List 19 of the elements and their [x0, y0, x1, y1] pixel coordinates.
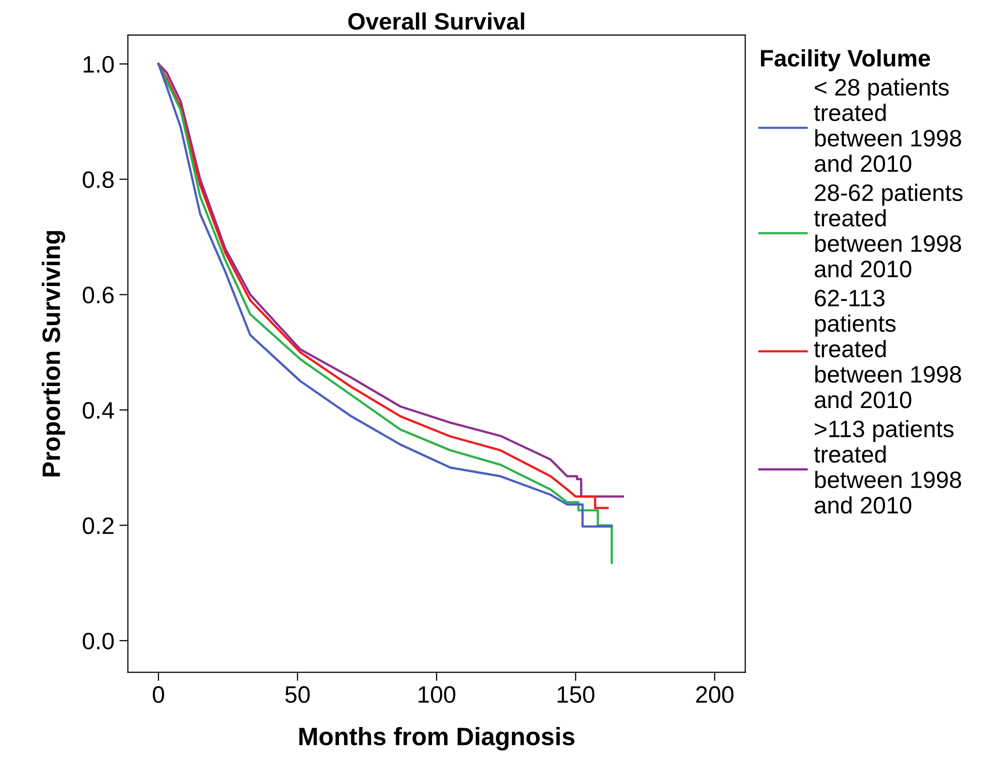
y-tick-label: 0.2 — [82, 517, 114, 534]
y-axis-title: Proportion Surviving — [42, 231, 66, 476]
x-tick-label: 0 — [152, 686, 164, 703]
y-tick-label: 0.8 — [82, 171, 114, 188]
y-tick-label: 0.6 — [82, 286, 114, 304]
x-tick-label: 200 — [696, 686, 734, 703]
x-tick-label: 150 — [558, 686, 594, 703]
legend-title: Facility Volume — [761, 49, 930, 72]
x-tick-label: 50 — [285, 686, 310, 703]
y-tick-label: 0.4 — [82, 402, 114, 419]
x-tick-label: 100 — [418, 686, 456, 703]
legend-label: 28-62 patients treated between 1998 and 2010 — [814, 184, 963, 278]
y-tick-label: 1.0 — [84, 56, 114, 73]
y-tick-label: 0.0 — [82, 632, 114, 650]
legend-label: < 28 patients treated between 1998 and 2010 — [814, 78, 962, 172]
legend-label: 62-113 patients treated between 1998 and 2010 — [814, 290, 962, 408]
legend-label: >113 patients treated between 1998 and 2010 — [814, 420, 962, 514]
chart-title: Overall Survival — [348, 12, 524, 30]
x-axis-title: Months from Diagnosis — [299, 727, 574, 750]
